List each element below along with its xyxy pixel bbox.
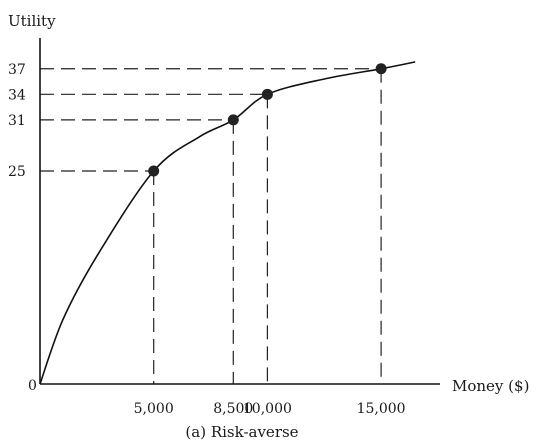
y-tick-label-34: 34 — [8, 87, 26, 103]
data-point-8500 — [227, 114, 239, 126]
x-axis-label: Money ($) — [452, 377, 529, 395]
y-axis-label: Utility — [8, 12, 56, 30]
axes — [39, 38, 440, 385]
y-tick-label-37: 37 — [8, 62, 26, 78]
x-tick-label-8500: 8,500 — [213, 401, 253, 417]
guide-lines — [40, 68, 382, 384]
y-tick-label-25: 25 — [8, 164, 26, 180]
utility-curve — [39, 61, 416, 385]
data-points — [148, 63, 387, 177]
data-point-15000 — [375, 63, 387, 75]
x-tick-label-5000: 5,000 — [134, 401, 174, 417]
x-tick-label-15000: 15,000 — [357, 401, 406, 417]
data-point-5000 — [148, 165, 160, 177]
origin-label: 0 — [28, 378, 37, 394]
chart-caption: (a) Risk-averse — [185, 423, 298, 441]
x-tick-label-10000: 10,000 — [243, 401, 292, 417]
data-point-10000 — [261, 88, 273, 100]
y-tick-label-31: 31 — [8, 113, 26, 129]
y-tick-labels: 25 31 34 37 — [8, 62, 26, 180]
